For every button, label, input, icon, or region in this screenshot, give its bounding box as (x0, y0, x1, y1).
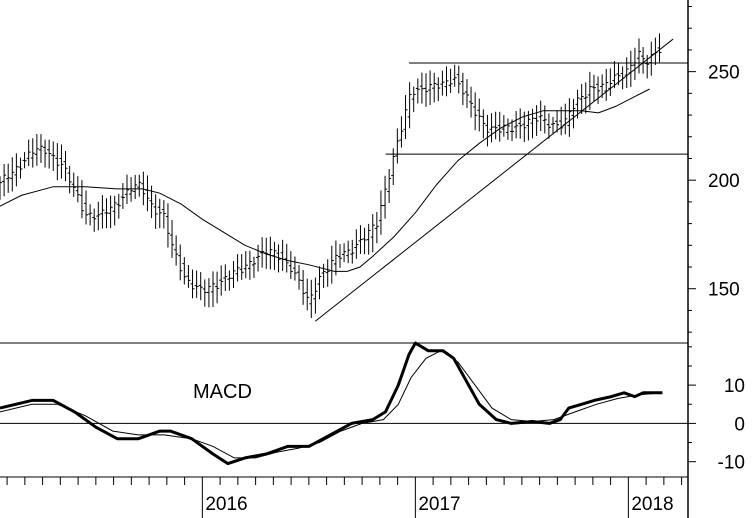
macd-line (0, 341, 663, 466)
year-tick-label: 2018 (631, 494, 673, 515)
time-axis: 2016 2017 2018 (6, 477, 683, 518)
macd-tick-label: -10 (718, 453, 745, 474)
price-tick-label: 150 (708, 280, 740, 301)
ohlc-bars (0, 33, 662, 318)
macd-signal-line (0, 350, 663, 459)
macd-tick-label: 0 (734, 414, 745, 435)
price-panel: 150 200 250 (0, 6, 740, 333)
macd-label: MACD (193, 381, 252, 403)
panel-frame (0, 0, 689, 518)
moving-average-line (0, 88, 650, 272)
price-tick-label: 200 (708, 171, 740, 192)
year-tick-label: 2017 (418, 494, 460, 515)
price-tick-label: 250 (708, 63, 740, 84)
year-tick-label: 2016 (205, 494, 247, 515)
trend-line (314, 38, 674, 322)
macd-tick-label: 10 (724, 376, 745, 397)
macd-panel: MACD -10 0 10 (0, 341, 745, 474)
